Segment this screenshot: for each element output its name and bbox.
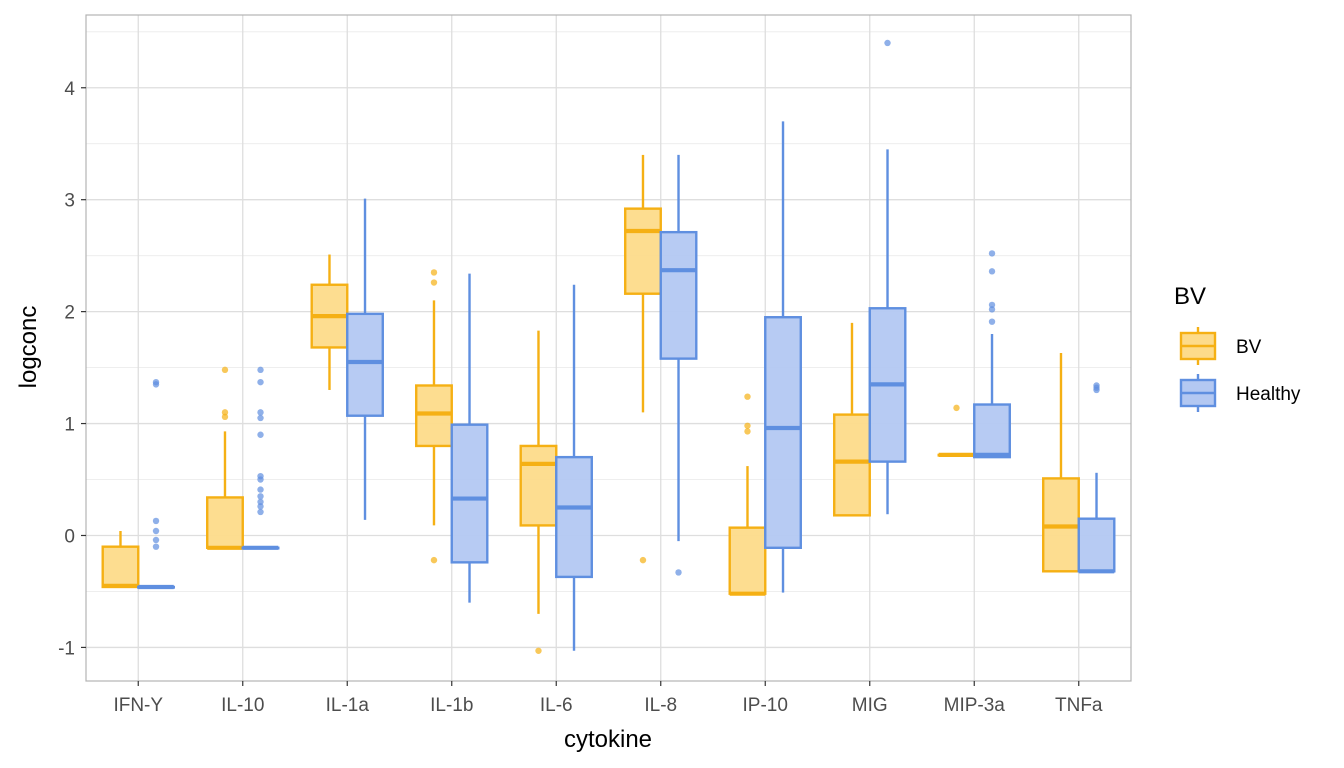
y-tick-label: 4 <box>64 79 75 100</box>
box-bv-il-1a <box>310 254 349 390</box>
box-bv-il-1b <box>415 269 453 564</box>
x-tick-label: IL-1a <box>326 695 370 716</box>
y-tick-label: 2 <box>64 303 75 324</box>
y-axis-ticks: -1 0 1 2 3 4 <box>58 79 86 659</box>
box-healthy-il-8 <box>659 154 698 576</box>
outlier-point <box>744 422 751 429</box>
x-axis-ticks: IFN-Y IL-10 IL-1a IL-1b IL-6 IL-8 IP-10 MIG MIP-… <box>113 681 1103 716</box>
box-healthy-il-1a <box>346 198 384 520</box>
box-healthy-ip-10 <box>764 121 802 593</box>
outlier-point <box>257 493 264 500</box>
x-tick-label: IL-8 <box>644 695 677 716</box>
box-body <box>728 526 767 595</box>
box-body <box>1077 517 1116 573</box>
x-tick-label: MIP-3a <box>944 695 1006 716</box>
box-bv-il-8 <box>624 154 662 564</box>
outlier-point <box>257 378 264 386</box>
box-bv-mig <box>833 322 871 517</box>
outlier-point <box>257 414 264 422</box>
outlier-point <box>675 569 682 576</box>
outlier-point <box>152 527 160 535</box>
box-healthy-il-6 <box>555 284 593 651</box>
box-body <box>624 207 662 295</box>
outlier-point <box>257 409 264 416</box>
outlier-point <box>430 556 438 564</box>
box-marks <box>101 39 1116 654</box>
y-axis-title: logconc <box>15 306 42 389</box>
outlier-point <box>257 486 264 493</box>
box-body <box>415 384 453 448</box>
outlier-point <box>430 279 438 286</box>
box-body <box>973 403 1011 459</box>
legend-title: BV <box>1174 283 1206 310</box>
outlier-point <box>744 428 751 435</box>
box-body <box>519 444 558 527</box>
x-axis-title: cytokine <box>564 726 652 753</box>
outlier-point <box>221 366 229 374</box>
outlier-point <box>988 318 996 325</box>
y-tick-label: 0 <box>64 526 75 547</box>
box-healthy-il-1b <box>450 273 489 603</box>
x-tick-label: IL-6 <box>540 695 573 716</box>
box-body <box>659 230 698 360</box>
y-tick-label: -1 <box>58 638 75 659</box>
outlier-point <box>257 508 264 516</box>
box-healthy-mig <box>868 39 907 515</box>
outlier-point <box>257 472 264 480</box>
box-body <box>555 455 593 579</box>
box-bv-il-10 <box>206 366 244 550</box>
box-bv-ifn-y <box>101 531 140 589</box>
outlier-point <box>535 647 542 654</box>
outlier-point <box>257 366 264 374</box>
outlier-point <box>152 543 160 550</box>
outlier-point <box>744 393 751 400</box>
x-tick-label: IP-10 <box>743 695 788 716</box>
outlier-point <box>988 268 996 275</box>
outlier-point <box>884 39 891 47</box>
outlier-point <box>988 250 996 257</box>
y-tick-label: 1 <box>64 415 75 436</box>
box-bv-tnfa <box>1042 353 1080 573</box>
outlier-point <box>152 536 160 544</box>
box-bv-ip-10 <box>728 393 767 596</box>
outlier-point <box>221 409 229 416</box>
outlier-point <box>152 378 160 386</box>
x-tick-label: IL-10 <box>221 695 264 716</box>
legend: BV BV Healthy <box>1174 283 1301 412</box>
box-body <box>206 496 244 550</box>
outlier-point <box>953 404 960 412</box>
box-body <box>833 413 871 517</box>
x-tick-label: TNFa <box>1055 695 1103 716</box>
box-bv-mip-3a <box>937 404 976 457</box>
box-body <box>346 312 384 417</box>
outlier-point <box>257 503 264 510</box>
x-tick-label: IL-1b <box>430 695 473 716</box>
x-tick-label: MIG <box>852 695 888 716</box>
outlier-point <box>639 556 647 564</box>
outlier-point <box>988 306 996 313</box>
outlier-point <box>430 269 438 276</box>
legend-label-bv: BV <box>1236 337 1262 358</box>
box-healthy-tnfa <box>1077 382 1116 574</box>
x-tick-label: IFN-Y <box>113 695 163 716</box>
box-body <box>764 316 802 549</box>
legend-label-healthy: Healthy <box>1236 384 1301 405</box>
outlier-point <box>257 498 264 506</box>
outlier-point <box>257 431 264 438</box>
box-body <box>101 545 140 589</box>
box-bv-il-6 <box>519 330 558 654</box>
plot-panel-border <box>85 14 1132 682</box>
y-tick-label: 3 <box>64 191 75 212</box>
box-healthy-il-10 <box>241 366 280 550</box>
outlier-point <box>221 413 229 421</box>
box-healthy-ifn-y <box>137 378 175 590</box>
box-body <box>450 423 489 564</box>
box-healthy-mip-3a <box>973 250 1011 459</box>
outlier-point <box>988 301 996 309</box>
outlier-point <box>1093 382 1100 389</box>
outlier-point <box>152 517 160 525</box>
